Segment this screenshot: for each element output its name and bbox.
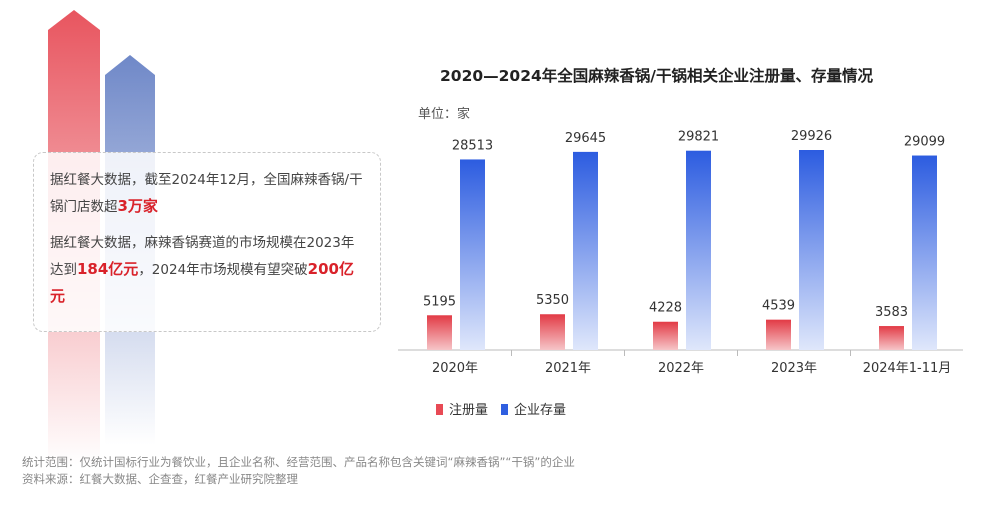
bar-stock	[799, 150, 824, 350]
legend-label: 注册量	[449, 403, 488, 418]
x-tick-label: 2021年	[545, 361, 591, 376]
summary-text: 据红餐大数据，截至2024年12月，全国麻辣香锅/干锅门店数超	[50, 172, 363, 215]
data-label: 28513	[452, 138, 493, 153]
legend-swatch	[436, 404, 443, 415]
legend-label: 企业存量	[514, 402, 566, 418]
bar-registration	[427, 315, 452, 350]
footnotes: 统计范围：仅统计国标行业为餐饮业，且企业名称、经营范围、产品名称包含关键词“麻辣…	[22, 454, 575, 488]
scope-note: 统计范围：仅统计国标行业为餐饮业，且企业名称、经营范围、产品名称包含关键词“麻辣…	[22, 455, 575, 469]
data-label: 5350	[536, 293, 569, 308]
data-label: 29645	[565, 131, 606, 146]
x-tick-label: 2022年	[658, 361, 704, 376]
highlight-market-2023: 184亿元	[77, 260, 139, 278]
data-label: 4539	[762, 299, 795, 314]
x-tick-label: 2020年	[432, 361, 478, 376]
summary-para-2: 据红餐大数据，麻辣香锅赛道的市场规模在2023年达到184亿元，2024年市场规…	[50, 230, 364, 310]
summary-text: ，2024年市场规模有望突破	[138, 262, 308, 278]
x-tick-label: 2024年1-11月	[863, 361, 952, 376]
data-label: 4228	[649, 301, 682, 316]
bar-stock	[573, 151, 598, 350]
data-label: 29926	[791, 129, 832, 144]
x-tick-label: 2023年	[771, 361, 817, 376]
data-label: 5195	[423, 294, 456, 309]
summary-text: 据红餐大数据，麻辣香锅赛道的市场规模在2023年达到	[50, 235, 355, 278]
highlight-store-count: 3万家	[117, 197, 158, 215]
chart-title: 2020—2024年全国麻辣香锅/干锅相关企业注册量、存量情况	[440, 67, 873, 85]
bar-chart: 2020年 5195 28513 2021年 5350 29645 2022年 4228 298…	[398, 129, 963, 418]
summary-box: 据红餐大数据，截至2024年12月，全国麻辣香锅/干锅门店数超3万家 据红餐大数…	[33, 152, 381, 332]
data-label: 29099	[904, 135, 945, 150]
summary-para-1: 据红餐大数据，截至2024年12月，全国麻辣香锅/干锅门店数超3万家	[50, 167, 364, 220]
bar-stock	[912, 155, 937, 350]
legend-swatch	[501, 404, 508, 415]
bar-registration	[879, 326, 904, 350]
bar-registration	[653, 321, 678, 350]
source-note: 资料来源：红餐大数据、企查查，红餐产业研究院整理	[22, 472, 298, 486]
bar-stock	[686, 150, 711, 350]
data-label: 3583	[875, 305, 908, 320]
bar-registration	[766, 319, 791, 350]
data-label: 29821	[678, 130, 719, 145]
highlight-market-2024: 200亿元	[50, 260, 354, 305]
unit-label: 单位：家	[418, 107, 471, 122]
bar-registration	[540, 314, 565, 350]
bar-stock	[460, 159, 485, 350]
